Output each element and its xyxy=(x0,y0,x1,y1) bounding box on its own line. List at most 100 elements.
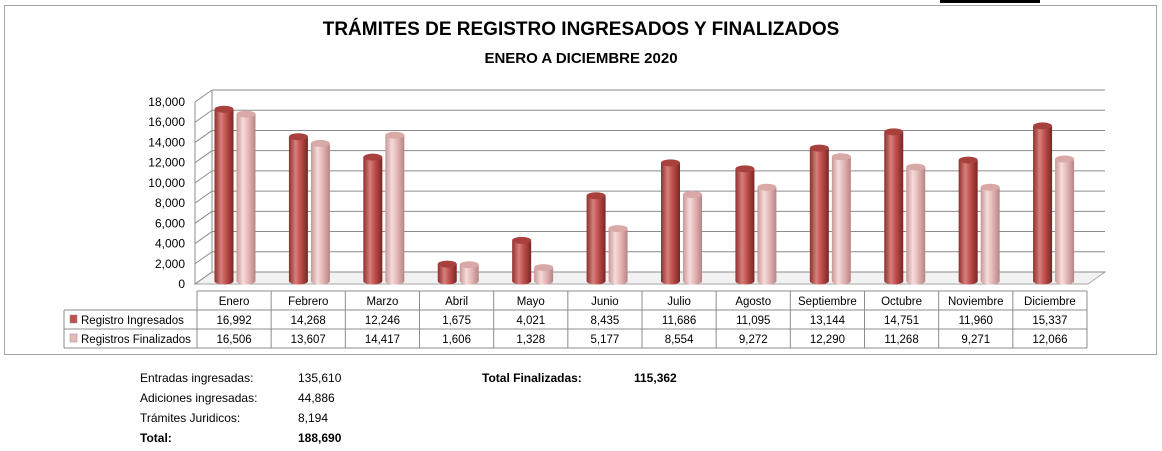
summary-value-adiciones: 44,886 xyxy=(298,391,335,405)
summary-value: 8,194 xyxy=(298,411,329,425)
bar-ingresados xyxy=(661,162,681,285)
y-tick-label: 14,000 xyxy=(148,135,185,149)
gridline-depth xyxy=(194,170,213,184)
summary-total-finalizadas-label: Total Finalizadas: xyxy=(482,371,582,385)
summary-row-adiciones: Adiciones ingresadas: xyxy=(140,391,257,405)
bar-top xyxy=(906,163,926,171)
data-label: 11,960 xyxy=(959,315,993,327)
bar-top xyxy=(437,260,457,268)
bar-top xyxy=(586,192,606,200)
bar-ingresados xyxy=(884,131,904,285)
data-label: 12,066 xyxy=(1032,334,1067,346)
x-tick-label: Marzo xyxy=(366,296,398,308)
data-label: 8,435 xyxy=(591,315,620,327)
data-label: 1,675 xyxy=(442,315,471,327)
y-tick-label: 10,000 xyxy=(148,176,185,190)
legend-swatch xyxy=(69,314,78,324)
summary-row-entradas: Entradas ingresadas: xyxy=(140,371,253,385)
bar-top xyxy=(831,153,851,161)
bar-top xyxy=(809,144,829,152)
data-label: 1,606 xyxy=(442,334,471,346)
y-tick-label: 2,000 xyxy=(155,257,185,271)
data-label: 16,992 xyxy=(216,315,251,327)
bar-ingresados xyxy=(809,148,829,285)
bar-top xyxy=(288,133,308,141)
bar-ingresados xyxy=(288,136,308,285)
x-tick-label: Enero xyxy=(219,296,250,308)
gridline-depth xyxy=(194,271,213,285)
data-label: 12,246 xyxy=(365,315,400,327)
data-table: Enero Febrero Marzo Abril Mayo Junio Julio Agos… xyxy=(63,290,1088,349)
bar-top xyxy=(363,153,383,161)
gridline-depth xyxy=(194,231,213,244)
summary-label: Entradas ingresadas: xyxy=(140,371,254,385)
summary-value-total: 188,690 xyxy=(298,431,341,445)
bar-finalizados xyxy=(385,135,405,285)
summary-value-entradas: 135,610 xyxy=(298,371,341,385)
data-label: 8,554 xyxy=(665,334,694,346)
data-label: 1,328 xyxy=(516,334,545,346)
summary-value: 115,362 xyxy=(634,371,677,385)
summary-label: Trámites Juridicos: xyxy=(140,411,241,425)
data-label: 11,268 xyxy=(884,334,918,346)
gridline-depth xyxy=(194,150,213,164)
bar-ingresados xyxy=(958,160,978,285)
summary-label: Adiciones ingresadas: xyxy=(140,391,258,405)
y-tick-label: 0 xyxy=(178,277,185,291)
gridline-depth xyxy=(194,210,213,224)
bar-top xyxy=(214,105,234,113)
data-label: 11,095 xyxy=(736,315,770,327)
legend-label: Registro Ingresados xyxy=(81,315,184,327)
data-label: 9,272 xyxy=(739,334,768,346)
bar-top xyxy=(757,183,777,191)
y-tick-label: 16,000 xyxy=(148,115,185,129)
data-label: 4,021 xyxy=(516,315,545,327)
data-label: 13,607 xyxy=(291,334,326,346)
x-tick-label: Junio xyxy=(591,296,619,308)
gridline-depth xyxy=(194,251,213,265)
bar-ingresados xyxy=(214,109,234,285)
gridline-depth xyxy=(194,109,213,123)
bar-finalizados xyxy=(757,187,777,285)
bar-top xyxy=(385,131,405,139)
summary-value: 44,886 xyxy=(298,391,335,405)
summary-value: 188,690 xyxy=(298,431,342,445)
grid-layer xyxy=(193,89,1107,285)
bar-finalizados xyxy=(608,228,628,285)
data-label: 14,268 xyxy=(291,315,326,327)
bar-finalizados xyxy=(1055,158,1075,285)
summary-total-finalizadas-value: 115,362 xyxy=(634,371,677,385)
bar-ingresados xyxy=(437,264,457,285)
y-tick-label: 8,000 xyxy=(155,196,185,210)
bar-finalizados xyxy=(236,114,256,285)
bars-layer xyxy=(214,105,1075,285)
bar-finalizados xyxy=(831,156,851,285)
legend-label: Registros Finalizados xyxy=(81,334,191,346)
x-tick-label: Septiembre xyxy=(798,296,857,308)
x-tick-label: Diciembre xyxy=(1024,296,1076,308)
bar-ingresados xyxy=(735,168,755,285)
bar-finalizados xyxy=(534,267,554,285)
x-tick-label: Febrero xyxy=(288,296,328,308)
bar-top xyxy=(884,128,904,136)
bar-top xyxy=(735,165,755,173)
bar-top xyxy=(1055,155,1075,163)
bar-top xyxy=(236,110,256,118)
top-edge-strip xyxy=(940,0,1040,3)
summary-row-juridicos: Trámites Juridicos: xyxy=(140,411,240,425)
bar-finalizados xyxy=(683,194,702,285)
x-tick-label: Agosto xyxy=(735,296,771,308)
bar-ingresados xyxy=(363,157,383,285)
bar-ingresados xyxy=(1033,125,1053,285)
chart-svg: TRÁMITES DE REGISTRO INGRESADOS Y FINALI… xyxy=(63,18,1107,349)
chart-area: TRÁMITES DE REGISTRO INGRESADOS Y FINALI… xyxy=(4,5,1157,355)
y-tick-label: 6,000 xyxy=(155,216,185,230)
summary-label: Total: xyxy=(140,431,172,445)
data-label: 12,290 xyxy=(810,334,845,346)
summary-value: 135,610 xyxy=(298,371,342,385)
y-tick-label: 12,000 xyxy=(148,156,185,170)
chart-title: TRÁMITES DE REGISTRO INGRESADOS Y FINALI… xyxy=(323,18,840,40)
bar-top xyxy=(512,236,532,244)
bar-ingresados xyxy=(512,240,532,285)
data-label: 13,144 xyxy=(810,315,846,327)
